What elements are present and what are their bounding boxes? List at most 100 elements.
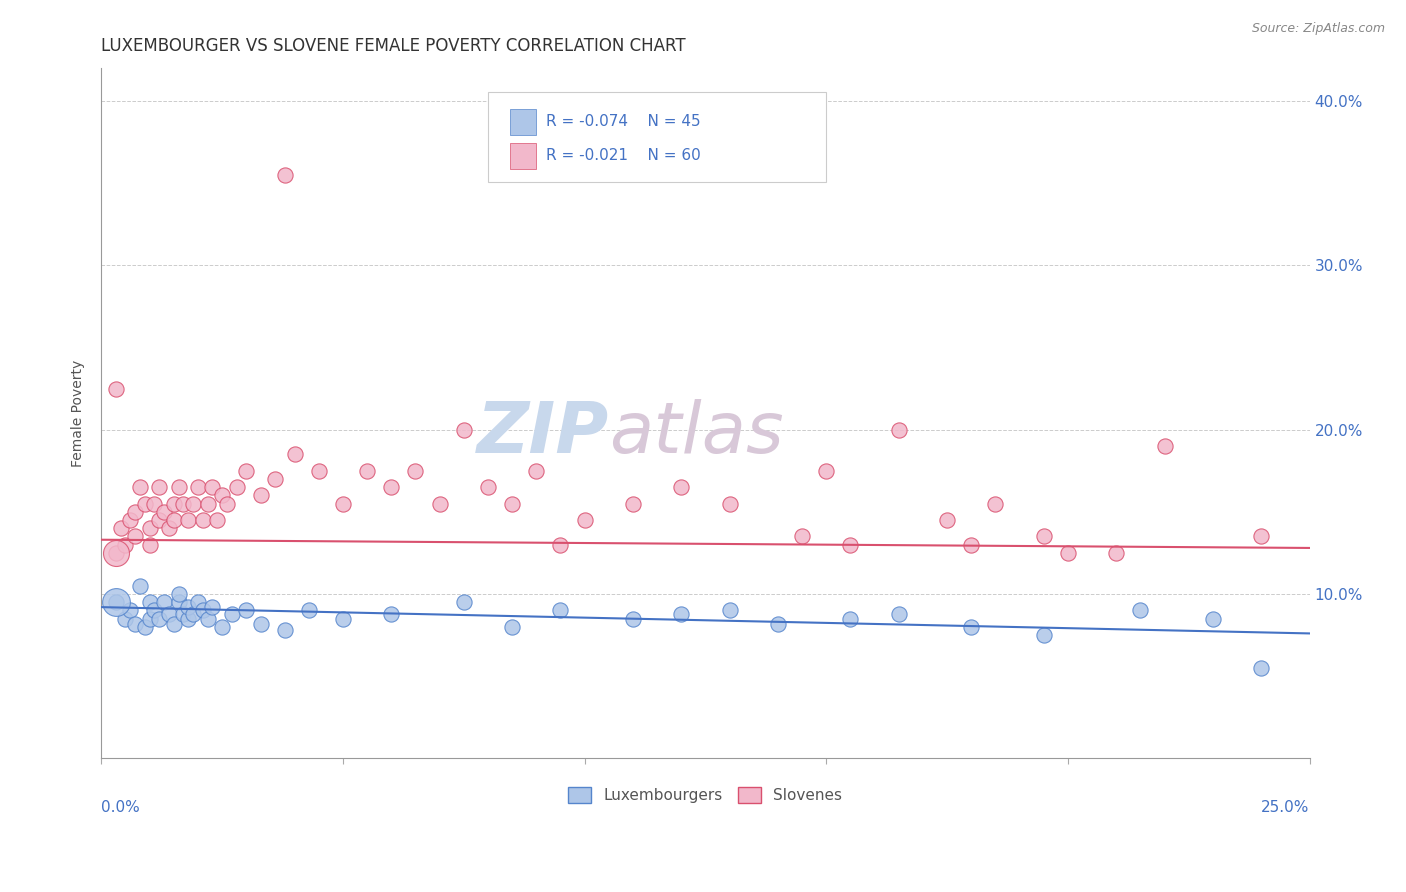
Point [984, 497, 1007, 511]
Point [936, 513, 959, 527]
Point [143, 603, 166, 617]
Point [104, 595, 127, 609]
Point [621, 612, 644, 626]
Point [120, 603, 142, 617]
Point [332, 497, 354, 511]
Point [148, 612, 170, 626]
Point [453, 595, 475, 609]
Point [157, 521, 180, 535]
Text: R = -0.021    N = 60: R = -0.021 N = 60 [546, 148, 700, 163]
Point [621, 497, 644, 511]
Point [274, 168, 297, 182]
Point [1032, 628, 1054, 642]
Point [380, 480, 402, 494]
Point [163, 616, 186, 631]
Point [887, 607, 910, 621]
Point [380, 607, 402, 621]
Point [177, 513, 200, 527]
Point [1250, 661, 1272, 675]
Point [453, 423, 475, 437]
Point [235, 464, 257, 478]
Point [114, 538, 136, 552]
FancyBboxPatch shape [509, 109, 536, 135]
Text: R = -0.074    N = 45: R = -0.074 N = 45 [546, 114, 700, 129]
Point [167, 595, 190, 609]
Point [148, 480, 170, 494]
Text: atlas: atlas [609, 400, 783, 468]
Point [404, 464, 426, 478]
Point [177, 600, 200, 615]
Point [249, 616, 271, 631]
Point [124, 529, 146, 543]
Point [815, 464, 838, 478]
Point [104, 546, 127, 560]
Point [669, 607, 692, 621]
Point [550, 538, 572, 552]
Point [1129, 603, 1152, 617]
Point [790, 529, 813, 543]
Point [138, 538, 160, 552]
Point [177, 612, 200, 626]
Point [718, 497, 741, 511]
Point [201, 480, 224, 494]
Point [187, 595, 209, 609]
Point [157, 607, 180, 621]
Point [172, 497, 194, 511]
Point [574, 513, 596, 527]
Point [172, 607, 194, 621]
Point [128, 579, 150, 593]
Point [501, 620, 523, 634]
Point [104, 546, 127, 560]
Text: LUXEMBOURGER VS SLOVENE FEMALE POVERTY CORRELATION CHART: LUXEMBOURGER VS SLOVENE FEMALE POVERTY C… [101, 37, 686, 55]
Point [221, 607, 243, 621]
FancyBboxPatch shape [509, 143, 536, 169]
Legend: Luxembourgers, Slovenes: Luxembourgers, Slovenes [562, 781, 848, 809]
Point [215, 497, 238, 511]
Point [167, 480, 190, 494]
Point [124, 616, 146, 631]
Point [669, 480, 692, 494]
Point [283, 447, 305, 461]
Point [839, 612, 862, 626]
Point [114, 612, 136, 626]
Point [211, 488, 233, 502]
Point [274, 623, 297, 637]
Text: 0.0%: 0.0% [101, 800, 141, 814]
Point [1105, 546, 1128, 560]
Point [163, 513, 186, 527]
Point [477, 480, 499, 494]
Point [138, 595, 160, 609]
Point [197, 497, 219, 511]
Point [308, 464, 330, 478]
Point [148, 513, 170, 527]
Point [429, 497, 451, 511]
Point [205, 513, 228, 527]
Point [718, 603, 741, 617]
Point [211, 620, 233, 634]
Point [138, 612, 160, 626]
Point [550, 603, 572, 617]
Point [201, 600, 224, 615]
Point [1202, 612, 1225, 626]
Point [298, 603, 321, 617]
Point [187, 480, 209, 494]
Point [138, 521, 160, 535]
Text: 25.0%: 25.0% [1261, 800, 1309, 814]
Point [181, 607, 204, 621]
Point [143, 497, 166, 511]
Point [524, 464, 547, 478]
Text: ZIP: ZIP [477, 400, 609, 468]
Point [766, 616, 789, 631]
Point [1057, 546, 1080, 560]
Point [356, 464, 378, 478]
Point [181, 497, 204, 511]
FancyBboxPatch shape [488, 92, 827, 182]
Point [1250, 529, 1272, 543]
Point [191, 603, 214, 617]
Point [225, 480, 247, 494]
Point [249, 488, 271, 502]
Point [134, 620, 156, 634]
Point [153, 595, 176, 609]
Point [887, 423, 910, 437]
Point [235, 603, 257, 617]
